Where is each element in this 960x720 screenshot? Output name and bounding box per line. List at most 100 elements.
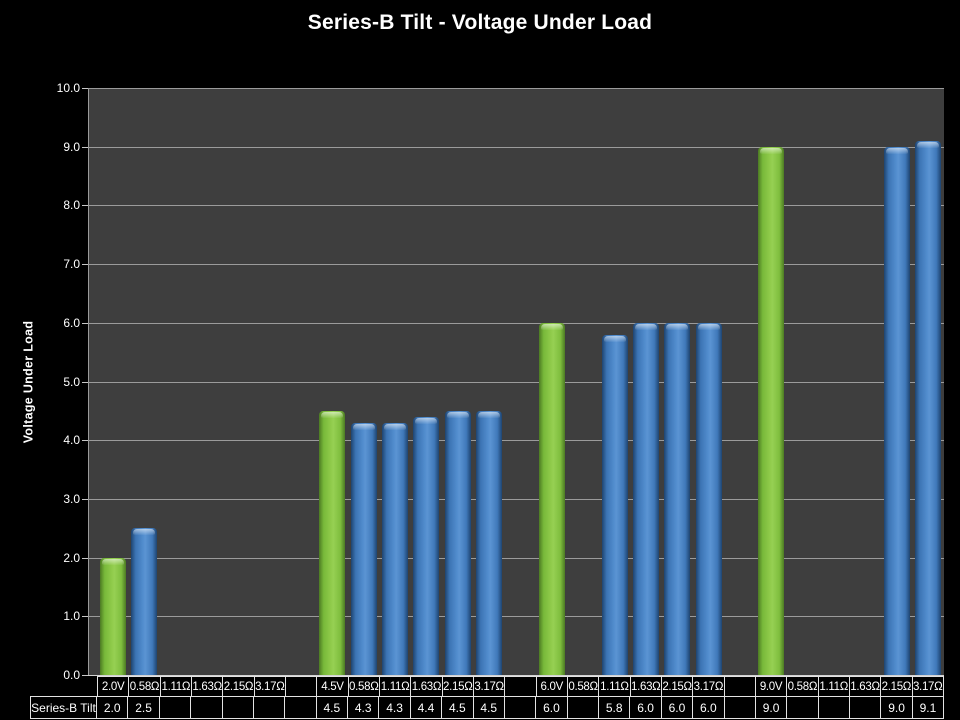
gridline: [88, 264, 944, 266]
bar-2.15Ω: [664, 322, 691, 675]
table-header-cell: 1.11Ω: [159, 676, 192, 697]
table-value-cell: 5.8: [598, 696, 631, 719]
table-header-cell: 3.17Ω: [911, 676, 944, 697]
table-value-cell: 9.1: [911, 696, 945, 719]
y-tick-label: 5.0: [63, 374, 80, 389]
table-header-cell: 1.11Ω: [598, 676, 631, 697]
table-value-cell: 2.5: [127, 696, 160, 719]
y-tick-label: 8.0: [63, 198, 80, 213]
bar-1.63Ω: [413, 416, 440, 675]
gridline: [88, 381, 944, 383]
chart-title: Series-B Tilt - Voltage Under Load: [307, 11, 653, 34]
y-axis-tick: [82, 616, 88, 618]
table-header-cell: 1.63Ω: [410, 676, 443, 697]
table-value-cell: 9.0: [880, 696, 913, 719]
table-value-cell: 4.5: [315, 696, 348, 719]
y-axis-tick: [82, 264, 88, 266]
bar-1.11Ω: [382, 422, 409, 675]
y-axis-tick: [82, 557, 88, 559]
table-value-cell: [284, 696, 317, 719]
table-header-cell: 2.0V: [97, 676, 130, 697]
x-axis-line: [83, 675, 944, 676]
table-header-cell: 6.0V: [535, 676, 568, 697]
y-axis-tick: [82, 381, 88, 383]
table-header-cell: 1.11Ω: [817, 676, 850, 697]
y-tick-label: 10.0: [56, 81, 80, 95]
gridline: [88, 88, 944, 89]
table-value-cell: [817, 696, 850, 719]
table-header-cell: [284, 676, 318, 697]
table-value-cell: 4.5: [441, 696, 474, 719]
table-value-cell: 6.0: [692, 696, 725, 719]
y-axis-title: Voltage Under Load: [21, 320, 36, 443]
table-header-cell: 3.17Ω: [253, 676, 286, 697]
table-header-cell: 0.58Ω: [786, 676, 819, 697]
table-header-cell: 2.15Ω: [880, 676, 913, 697]
bar-1.63Ω: [632, 322, 659, 675]
table-value-cell: 2.0: [96, 696, 129, 719]
gridline: [88, 440, 944, 442]
table-value-cell: 9.0: [754, 696, 788, 719]
table-value-cell: 4.3: [378, 696, 411, 719]
gridline: [88, 616, 944, 618]
y-axis-tick: [82, 675, 88, 676]
y-tick-label: 0.0: [63, 668, 80, 682]
table-header-cell: 1.11Ω: [378, 676, 412, 697]
table-value-cell: 4.3: [347, 696, 380, 719]
y-tick-label: 4.0: [63, 433, 80, 448]
table-value-cell: [503, 696, 537, 719]
series-row-label: Series-B Tilt: [30, 696, 97, 719]
table-header-cell: [504, 676, 537, 697]
bar-3.17Ω: [915, 140, 942, 675]
table-header-cell: 0.58Ω: [128, 676, 161, 697]
table-header-cell: 3.17Ω: [472, 676, 506, 697]
y-axis-tick: [82, 498, 88, 500]
table-header-cell: 1.63Ω: [629, 676, 662, 697]
table-value-cell: [849, 696, 882, 719]
y-tick-label: 2.0: [63, 550, 80, 565]
table-header-cell: 2.15Ω: [441, 676, 474, 697]
table-header-cell: 2.15Ω: [222, 676, 255, 697]
gridline: [88, 322, 944, 324]
bar-1.11Ω: [601, 334, 628, 675]
bar-0.58Ω: [350, 422, 377, 675]
y-tick-label: 6.0: [63, 315, 80, 330]
table-value-cell: 6.0: [535, 696, 568, 719]
table-header-cell: 0.58Ω: [566, 676, 600, 697]
bar-2.15Ω: [444, 410, 471, 675]
table-value-cell: 4.5: [472, 696, 505, 719]
gridline: [88, 146, 944, 148]
data-table-header-row: 2.0V 0.58Ω 1.11Ω 1.63Ω 2.15Ω 3.17Ω 4.5V 0.58Ω 1.…: [97, 676, 944, 697]
bar-6.0V: [538, 322, 565, 675]
y-axis-title-wrap: Voltage Under Load: [8, 88, 48, 675]
table-header-cell: 9.0V: [754, 676, 788, 697]
table-value-cell: [786, 696, 819, 719]
table-header-cell: 3.17Ω: [692, 676, 725, 697]
table-value-cell: 6.0: [660, 696, 694, 719]
table-header-cell: 4.5V: [316, 676, 349, 697]
gridline: [88, 205, 944, 207]
gridline: [88, 498, 944, 500]
bar-3.17Ω: [695, 322, 722, 675]
bar-3.17Ω: [476, 410, 503, 675]
table-value-cell: [158, 696, 192, 719]
table-value-cell: [723, 696, 756, 719]
y-tick-label: 1.0: [63, 609, 80, 624]
y-axis-line: [88, 88, 89, 675]
y-axis-tick: [82, 322, 88, 324]
y-tick-label: 9.0: [63, 139, 80, 154]
table-value-cell: [190, 696, 223, 719]
table-value-cell: [566, 696, 599, 719]
table-value-cell: [221, 696, 254, 719]
table-header-cell: 1.63Ω: [190, 676, 224, 697]
data-table-value-row: Series-B Tilt 2.0 2.5 4.5 4.3 4.3 4.4 4.5 4.5 6.0…: [30, 696, 945, 719]
y-axis-tick: [82, 205, 88, 207]
table-header-cell: 2.15Ω: [660, 676, 694, 697]
bar-0.58Ω: [131, 528, 158, 675]
table-value-cell: 6.0: [629, 696, 662, 719]
gridline: [88, 557, 944, 559]
table-header-cell: [723, 676, 756, 697]
bar-4.5V: [319, 410, 346, 675]
table-value-cell: [252, 696, 286, 719]
